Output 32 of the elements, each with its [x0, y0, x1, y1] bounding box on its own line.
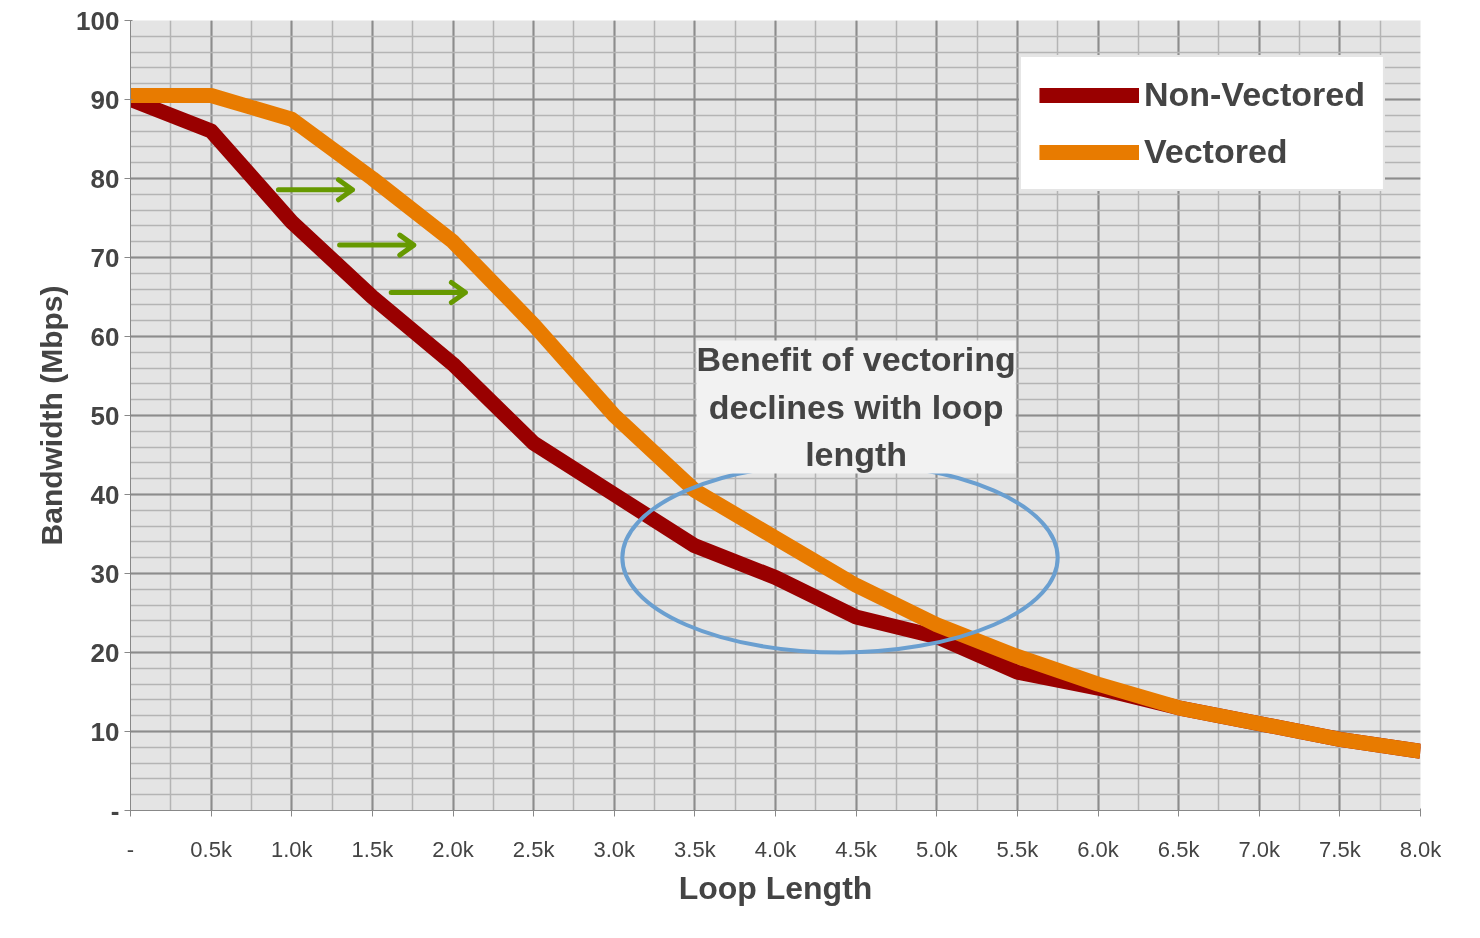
- y-tick-label: 40: [90, 479, 120, 510]
- y-tick-label: 90: [90, 84, 120, 115]
- y-tick-label: 80: [90, 163, 120, 194]
- x-tick-label: 5.5k: [996, 836, 1040, 862]
- x-tick-label: 4.0k: [754, 836, 798, 862]
- x-axis-title: Loop Length: [678, 869, 873, 906]
- annotation: Benefit of vectoring declines with loop length: [696, 340, 1016, 474]
- x-tick-label: 1.5k: [351, 836, 395, 862]
- x-tick-label: 2.5k: [512, 836, 556, 862]
- y-tick-label: 10: [90, 716, 120, 747]
- y-tick-label: 30: [90, 558, 120, 589]
- y-tick-label: 100: [76, 5, 120, 36]
- x-tick-label: 2.0k: [432, 836, 475, 862]
- legend-label: Vectored: [1143, 132, 1288, 171]
- y-tick-label: 60: [90, 321, 120, 352]
- x-tick-label: 7.0k: [1238, 836, 1282, 862]
- x-tick-label: 0.5k: [190, 836, 233, 862]
- y-tick-label: 70: [90, 242, 120, 273]
- y-tick-label: 20: [90, 637, 120, 668]
- x-tick-label: 6.5k: [1157, 836, 1201, 862]
- x-tick-label: 5.0k: [915, 836, 959, 862]
- y-axis-title: Bandwidth (Mbps): [35, 285, 69, 546]
- legend-label: Non-Vectored: [1143, 75, 1365, 114]
- y-tick-label: -: [110, 795, 120, 826]
- x-tick-label: 7.5k: [1319, 836, 1362, 862]
- x-tick-label: 4.5k: [835, 836, 878, 862]
- x-tick-label: 3.0k: [593, 836, 637, 862]
- x-tick-label: 8.0k: [1399, 836, 1443, 862]
- x-tick-label: 1.0k: [270, 836, 314, 862]
- x-tick-label: 6.0k: [1077, 836, 1120, 862]
- y-tick-label: 50: [90, 400, 120, 431]
- x-tick-label: 3.5k: [674, 836, 717, 862]
